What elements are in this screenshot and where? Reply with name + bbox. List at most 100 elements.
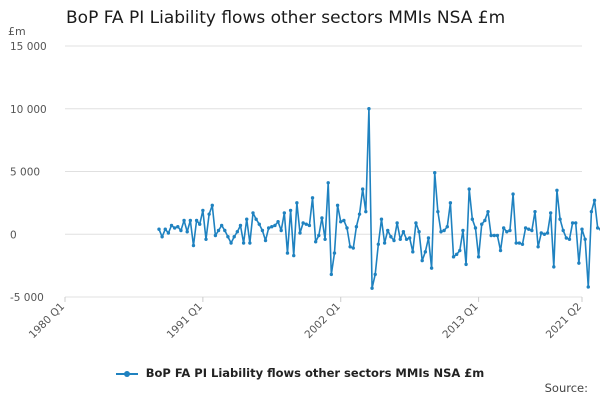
data-point — [329, 272, 334, 277]
data-point — [304, 222, 308, 226]
y-tick-label: 0 — [10, 229, 17, 241]
data-point — [426, 236, 431, 240]
data-point — [489, 233, 493, 238]
data-point — [401, 230, 406, 234]
data-point — [439, 230, 443, 234]
data-point — [480, 222, 484, 226]
x-tick-label: 1980 Q1 — [27, 301, 67, 341]
data-point — [445, 225, 449, 229]
data-point — [282, 211, 287, 215]
data-point — [223, 228, 227, 233]
source-label: Source: — [544, 381, 588, 395]
data-point — [567, 237, 572, 241]
data-point — [548, 211, 553, 215]
data-point — [376, 242, 381, 246]
data-point — [298, 231, 302, 235]
y-axis-unit-label: £m — [8, 25, 26, 38]
data-point — [292, 253, 296, 258]
data-point — [276, 220, 280, 224]
y-tick-label: 10 000 — [10, 104, 47, 116]
data-point — [157, 227, 161, 231]
data-point — [354, 225, 359, 229]
data-point — [198, 222, 202, 226]
data-point — [254, 217, 258, 221]
data-point — [483, 218, 487, 223]
data-point — [219, 223, 224, 228]
data-point — [404, 237, 409, 241]
x-tick-label: 1991 Q1 — [165, 301, 205, 341]
legend-label: BoP FA PI Liability flows other sectors … — [145, 366, 485, 380]
data-point — [348, 245, 352, 249]
data-point — [592, 198, 597, 203]
x-tick-label: 2013 Q1 — [440, 301, 480, 341]
data-point — [360, 187, 365, 191]
data-point — [476, 255, 481, 259]
data-point — [201, 208, 205, 213]
data-point — [332, 251, 337, 255]
data-point — [226, 235, 230, 239]
data-point — [583, 237, 587, 241]
data-point — [517, 241, 522, 245]
data-point — [536, 245, 540, 249]
data-point — [386, 228, 390, 233]
chart-title: BoP FA PI Liability flows other sectors … — [66, 8, 506, 28]
data-point — [342, 218, 346, 223]
data-point — [323, 237, 327, 241]
legend[interactable]: BoP FA PI Liability flows other sectors … — [0, 366, 600, 380]
data-point — [420, 258, 424, 263]
data-point — [545, 231, 550, 235]
data-point — [320, 216, 324, 220]
data-point — [232, 235, 236, 239]
data-point — [238, 223, 243, 228]
data-point — [179, 228, 183, 233]
data-point — [345, 226, 349, 230]
data-point — [411, 250, 415, 254]
data-point — [429, 266, 434, 270]
data-point — [417, 230, 421, 234]
data-point — [595, 226, 600, 230]
series-line — [158, 107, 600, 290]
data-point — [382, 241, 387, 245]
series-line-layer — [157, 107, 600, 290]
data-point — [436, 209, 440, 214]
data-point — [533, 209, 537, 214]
data-point — [339, 220, 343, 224]
x-tick-label: 2002 Q1 — [303, 301, 343, 341]
data-point — [373, 272, 377, 277]
data-point — [589, 209, 594, 214]
data-point — [498, 248, 503, 253]
data-point — [163, 227, 167, 231]
legend-dot-icon — [123, 370, 130, 377]
data-point — [313, 240, 318, 244]
data-point — [245, 217, 249, 221]
data-point — [241, 241, 246, 245]
data-point — [558, 217, 562, 221]
data-point — [389, 235, 393, 239]
data-point — [182, 218, 186, 223]
data-point — [473, 226, 478, 230]
data-point — [379, 217, 384, 221]
data-point — [454, 252, 459, 257]
y-tick-label: -5 000 — [10, 292, 44, 304]
data-point — [520, 242, 525, 246]
data-point — [577, 261, 581, 265]
data-point — [501, 226, 506, 230]
y-tick-label: 15 000 — [10, 41, 47, 53]
data-point — [279, 228, 283, 233]
data-point — [364, 209, 368, 214]
data-point — [505, 230, 509, 234]
data-point — [398, 237, 402, 241]
data-point — [169, 223, 174, 228]
data-point — [335, 203, 340, 208]
data-point — [213, 233, 218, 238]
data-point — [392, 238, 396, 243]
data-point — [216, 228, 221, 233]
data-point — [357, 212, 362, 216]
data-point — [270, 225, 274, 229]
data-point — [266, 226, 271, 230]
data-point — [207, 212, 211, 216]
data-point — [458, 248, 462, 253]
data-point — [527, 227, 531, 231]
data-point — [326, 181, 330, 185]
data-point — [257, 222, 261, 226]
